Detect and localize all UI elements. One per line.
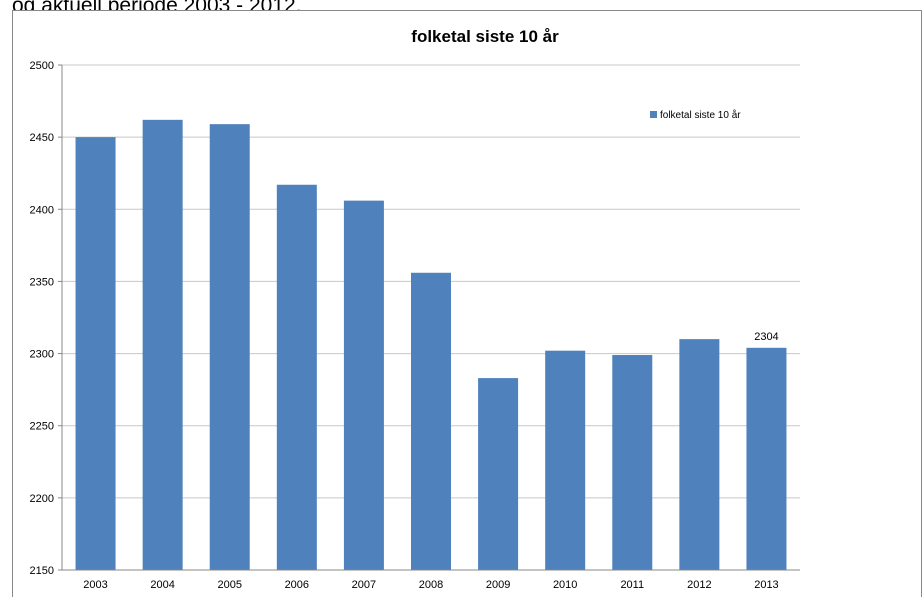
x-tick-label: 2007	[352, 579, 376, 591]
x-tick-label: 2006	[285, 579, 309, 591]
y-tick-label: 2250	[30, 421, 54, 433]
bar	[75, 137, 116, 570]
bar	[545, 350, 586, 570]
legend-label: folketal siste 10 år	[660, 109, 741, 121]
bar	[276, 184, 317, 570]
bar	[343, 200, 384, 570]
x-tick-label: 2011	[620, 579, 644, 591]
y-tick-label: 2150	[30, 565, 54, 577]
x-tick-label: 2008	[419, 579, 443, 591]
y-tick-label: 2300	[30, 349, 54, 361]
y-tick-label: 2450	[30, 132, 54, 144]
x-tick-label: 2010	[553, 579, 577, 591]
chart-title: folketal siste 10 år	[411, 27, 559, 46]
bar	[612, 355, 653, 570]
bar	[142, 119, 183, 570]
x-tick-label: 2003	[83, 579, 107, 591]
x-tick-label: 2009	[486, 579, 510, 591]
bar	[478, 378, 519, 570]
legend-swatch	[650, 111, 657, 118]
y-tick-label: 2350	[30, 276, 54, 288]
data-label: 2304	[754, 331, 778, 343]
bar	[209, 124, 250, 571]
y-tick-label: 2400	[30, 204, 54, 216]
x-tick-label: 2004	[150, 579, 174, 591]
bar	[411, 272, 451, 570]
x-tick-label: 2013	[754, 579, 778, 591]
y-tick-label: 2200	[30, 493, 54, 505]
x-tick-label: 2005	[217, 579, 241, 591]
x-tick-label: 2012	[687, 579, 711, 591]
bar	[746, 347, 787, 570]
bar	[679, 339, 720, 570]
y-tick-label: 2500	[30, 60, 54, 72]
